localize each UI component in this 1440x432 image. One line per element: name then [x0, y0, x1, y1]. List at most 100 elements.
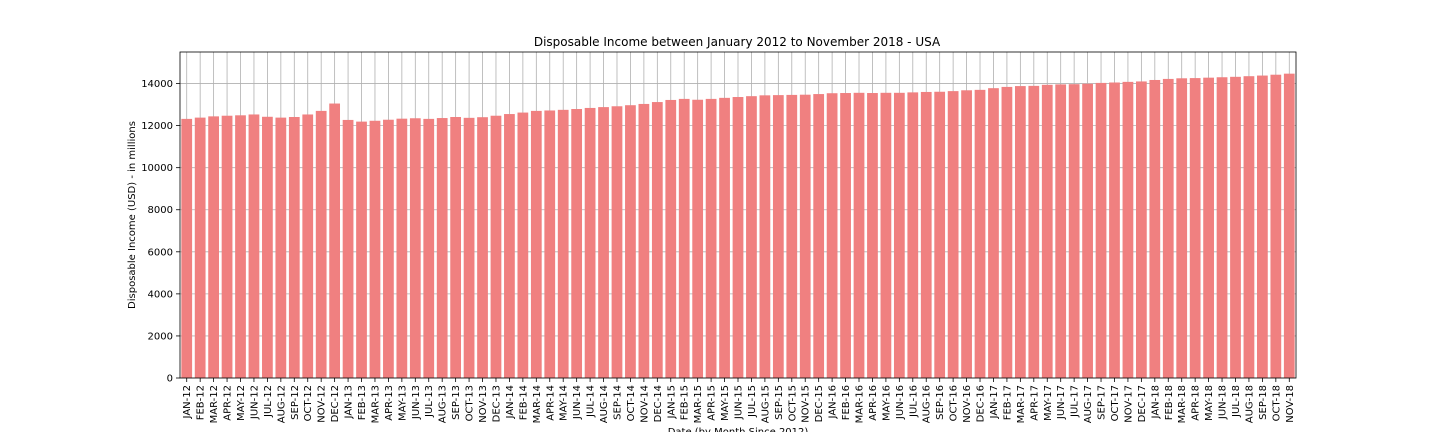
x-tick-label: FEB-18	[1164, 385, 1175, 420]
x-tick-label: JUN-18	[1218, 385, 1229, 420]
x-tick-label: JAN-13	[344, 385, 355, 419]
y-tick-label: 10000	[141, 163, 173, 174]
bar-nov-18	[1284, 74, 1295, 378]
bar-nov-15	[800, 95, 811, 378]
y-tick-label: 14000	[141, 79, 173, 90]
x-tick-label: NOV-16	[962, 385, 973, 423]
x-tick-label: NOV-13	[478, 385, 489, 423]
y-tick-label: 2000	[148, 331, 173, 342]
bar-aug-14	[598, 107, 609, 378]
bar-feb-16	[840, 93, 851, 378]
x-tick-label: NOV-12	[317, 385, 328, 423]
bar-apr-14	[544, 110, 555, 378]
x-tick-label: SEP-18	[1258, 385, 1269, 420]
x-tick-label: JAN-18	[1150, 385, 1161, 419]
y-axis-label: Disposable Income (USD) - in millions	[127, 121, 138, 309]
x-tick-label: MAY-17	[1043, 385, 1054, 421]
x-tick-label: AUG-13	[438, 385, 449, 423]
bar-oct-14	[625, 105, 636, 378]
bar-jul-15	[746, 96, 757, 378]
bar-oct-16	[948, 91, 959, 378]
x-tick-label: SEP-16	[935, 385, 946, 420]
chart-title: Disposable Income between January 2012 t…	[534, 35, 941, 49]
bar-apr-18	[1190, 78, 1201, 378]
x-tick-label: DEC-14	[653, 385, 664, 422]
bar-jul-17	[1069, 84, 1080, 378]
x-tick-label: AUG-12	[276, 385, 287, 423]
bar-mar-16	[854, 93, 865, 378]
x-tick-label: SEP-14	[612, 385, 623, 420]
bar-apr-12	[222, 116, 233, 378]
bar-apr-15	[706, 99, 717, 378]
bar-nov-12	[316, 111, 327, 378]
bar-nov-14	[639, 104, 650, 378]
bar-jul-14	[585, 108, 596, 378]
y-tick-label: 8000	[148, 205, 173, 216]
bar-sep-13	[450, 117, 461, 378]
bar-mar-14	[531, 111, 542, 378]
bar-dec-17	[1136, 81, 1147, 378]
bar-feb-18	[1163, 79, 1174, 378]
bar-jun-14	[571, 109, 582, 378]
x-tick-label: NOV-14	[639, 385, 650, 423]
x-tick-label: NOV-18	[1285, 385, 1296, 423]
x-axis: JAN-12 FEB-12 MAR-12 APR-12 MAY-12 JUN-12 JUL-…	[182, 378, 1296, 423]
x-tick-label: JAN-17	[989, 385, 1000, 419]
x-tick-label: NOV-17	[1123, 385, 1134, 423]
bar-may-15	[719, 98, 730, 378]
x-tick-label: DEC-15	[814, 385, 825, 422]
x-tick-label: JUN-13	[411, 385, 422, 420]
bar-feb-14	[517, 113, 528, 378]
bar-jan-18	[1149, 80, 1160, 378]
bar-sep-12	[289, 117, 300, 378]
bar-jul-18	[1230, 77, 1241, 378]
x-tick-label: DEC-13	[491, 385, 502, 422]
bar-dec-13	[491, 116, 502, 378]
x-tick-label: APR-16	[868, 385, 879, 421]
bar-feb-17	[1002, 87, 1013, 378]
bar-sep-14	[612, 106, 623, 378]
x-tick-label: AUG-15	[760, 385, 771, 423]
x-tick-label: APR-17	[1029, 385, 1040, 421]
bar-sep-18	[1257, 76, 1268, 378]
x-tick-label: OCT-17	[1110, 385, 1121, 421]
bar-aug-12	[275, 118, 286, 378]
x-tick-label: FEB-14	[518, 385, 529, 420]
bar-oct-13	[464, 118, 475, 378]
x-tick-label: MAY-15	[720, 385, 731, 421]
x-tick-label: JUL-15	[747, 385, 758, 418]
bar-jun-18	[1217, 77, 1228, 378]
x-tick-label: JUN-12	[249, 385, 260, 420]
x-tick-label: FEB-15	[680, 385, 691, 420]
bar-dec-16	[975, 90, 986, 378]
x-tick-label: FEB-16	[841, 385, 852, 420]
x-tick-label: JUN-15	[734, 385, 745, 420]
bar-may-14	[558, 110, 569, 378]
x-tick-label: MAY-13	[397, 385, 408, 421]
bar-jun-15	[733, 97, 744, 378]
bar-may-13	[396, 119, 407, 378]
x-tick-label: APR-13	[384, 385, 395, 421]
x-tick-label: JUL-14	[586, 385, 597, 418]
bar-oct-15	[786, 95, 797, 378]
bar-feb-15	[679, 99, 690, 378]
x-tick-label: JAN-15	[666, 385, 677, 419]
y-tick-label: 12000	[141, 121, 173, 132]
bar-may-12	[235, 115, 246, 378]
x-tick-label: JUN-16	[895, 385, 906, 420]
x-tick-label: MAR-17	[1016, 385, 1027, 423]
x-tick-label: APR-14	[545, 385, 556, 421]
x-tick-label: MAY-14	[559, 385, 570, 421]
bar-jan-17	[988, 88, 999, 378]
x-tick-label: DEC-12	[330, 385, 341, 422]
bar-mar-17	[1015, 86, 1026, 378]
x-tick-label: SEP-13	[451, 385, 462, 420]
bar-jul-16	[907, 92, 918, 378]
x-tick-label: APR-15	[707, 385, 718, 421]
x-tick-label: SEP-17	[1097, 385, 1108, 420]
bar-jun-17	[1055, 84, 1066, 378]
y-tick-label: 4000	[148, 289, 173, 300]
x-tick-label: MAR-16	[855, 385, 866, 423]
x-tick-label: JUL-12	[263, 385, 274, 418]
